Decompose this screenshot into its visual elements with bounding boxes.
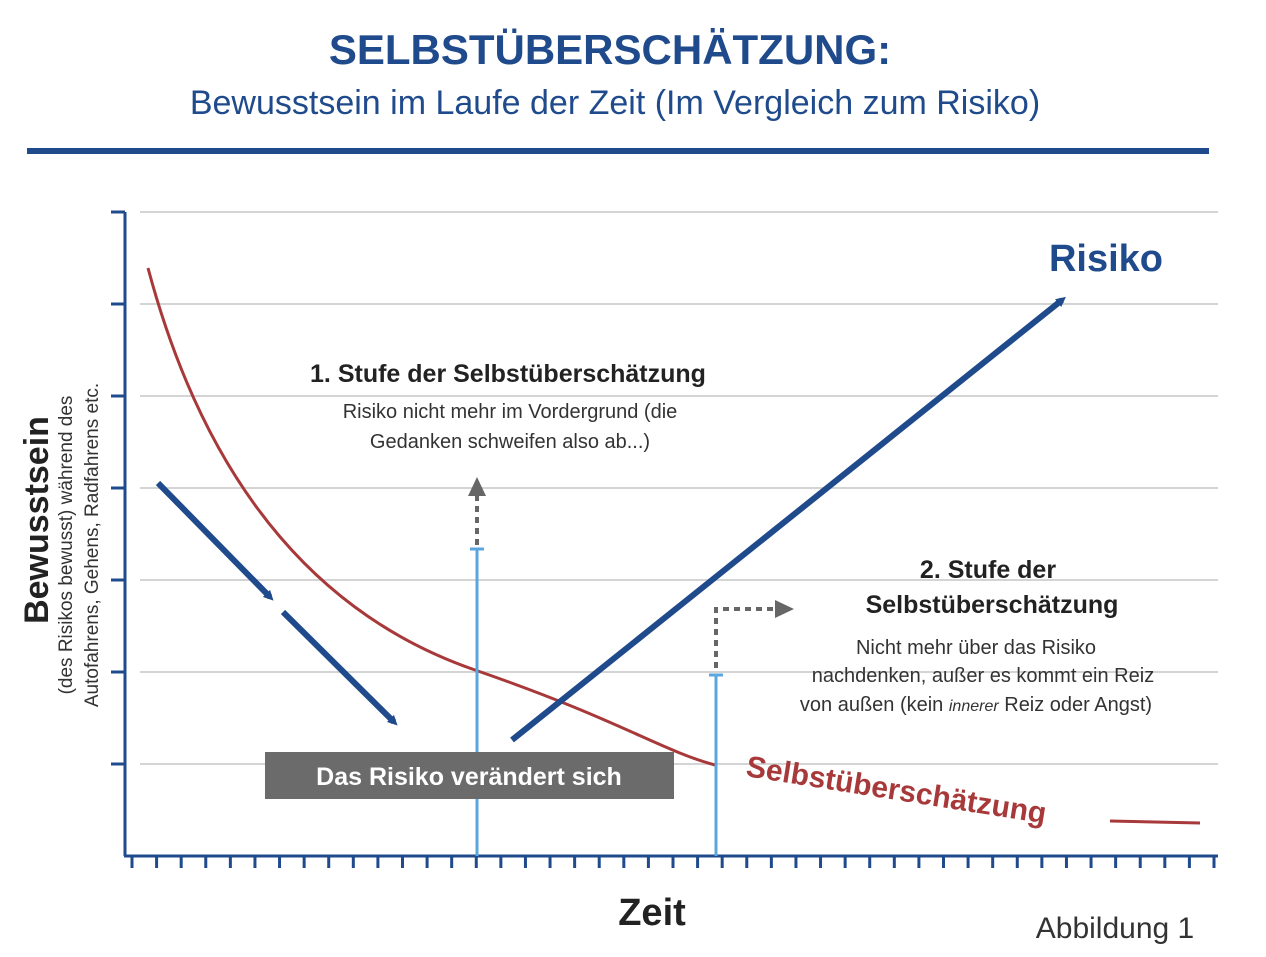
stage2-title-2: Selbstüberschätzung	[866, 591, 1119, 619]
awareness-decline-arrow-1	[155, 480, 274, 601]
stage2-title-1: 2. Stufe der	[920, 556, 1056, 584]
stage1-title: 1. Stufe der Selbstüberschätzung	[310, 360, 706, 388]
y-label-sub-2: Autofahrens, Gehens, Radfahrens etc.	[82, 383, 103, 707]
y-label-main: Bewusstsein	[18, 416, 56, 624]
y-label-sub-1: (des Risikos bewusst) während des	[56, 396, 77, 695]
title-underline	[27, 148, 1209, 154]
change-box-label: Das Risiko verändert sich	[316, 763, 622, 791]
risk-label: Risiko	[1049, 238, 1163, 280]
risk-arrow	[510, 296, 1066, 743]
overconfidence-curve-tail	[1109, 819, 1201, 825]
subtitle: Bewusstsein im Laufe der Zeit (Im Vergle…	[190, 84, 1040, 122]
x-label: Zeit	[618, 892, 686, 934]
awareness-decline-arrow-2	[280, 609, 398, 726]
title: SELBSTÜBERSCHÄTZUNG:	[329, 26, 891, 73]
stage2-desc-line3-a: von außen (kein	[800, 694, 949, 716]
change-box	[265, 752, 674, 799]
stage2-desc-line1: Nicht mehr über das Risiko	[856, 637, 1096, 659]
y-ticks	[111, 210, 125, 766]
stage2-desc-line2: nachdenken, außer es kommt ein Reiz	[812, 665, 1154, 687]
stage2-desc-line3: von außen (kein innerer Reiz oder Angst)	[800, 694, 1152, 716]
stage2-desc-line3-em: innerer	[949, 698, 999, 715]
x-ticks	[130, 856, 1216, 868]
stage1-desc-line2: Gedanken schweifen also ab...)	[370, 431, 650, 453]
stage2-dashed-arrow-head	[775, 600, 794, 618]
stage1-dashed-arrow-head	[468, 477, 486, 496]
figure-caption: Abbildung 1	[1036, 912, 1194, 945]
stage1-desc-line1: Risiko nicht mehr im Vordergrund (die	[343, 401, 678, 423]
stage2-desc-line3-b: Reiz oder Angst)	[999, 694, 1152, 716]
overconfidence-label: Selbstüberschätzung	[744, 750, 1049, 830]
stage2-dashed-arrow	[714, 607, 776, 668]
overconfidence-curve	[146, 267, 716, 767]
